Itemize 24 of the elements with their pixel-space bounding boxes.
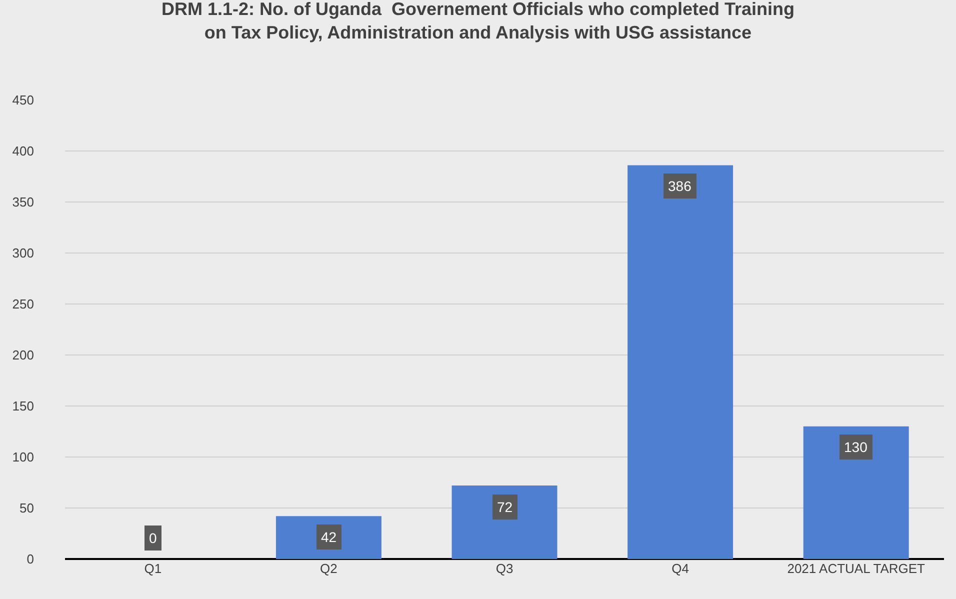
- y-tick-label: 450: [12, 92, 34, 108]
- y-tick-label: 150: [12, 398, 34, 414]
- x-tick-label: Q3: [496, 561, 514, 576]
- chart-title: DRM 1.1-2: No. of Uganda Governement Officials who completed Training on Tax Policy, Administration and Analysis with USG assistance: [161, 0, 795, 42]
- data-label: 0: [149, 530, 157, 546]
- bar: [803, 426, 909, 559]
- data-label: 72: [497, 499, 513, 515]
- y-tick-label: 100: [12, 450, 34, 465]
- bar: [452, 486, 558, 559]
- bar: [628, 165, 734, 559]
- data-label: 130: [844, 439, 868, 455]
- y-tick-label: 0: [26, 552, 34, 567]
- y-tick-label: 350: [12, 194, 34, 210]
- data-label: 386: [668, 178, 692, 194]
- data-label: 42: [321, 529, 337, 545]
- y-tick-label: 250: [12, 296, 34, 312]
- y-tick-label: 300: [12, 246, 34, 261]
- y-tick-label: 400: [12, 144, 34, 159]
- y-tick-label: 50: [20, 500, 34, 516]
- x-tick-label: Q4: [672, 561, 689, 576]
- x-tick-label: Q2: [320, 561, 338, 576]
- x-tick-label: 2021 ACTUAL TARGET: [787, 561, 926, 576]
- x-tick-label: Q1: [144, 561, 162, 576]
- y-tick-label: 200: [12, 348, 34, 363]
